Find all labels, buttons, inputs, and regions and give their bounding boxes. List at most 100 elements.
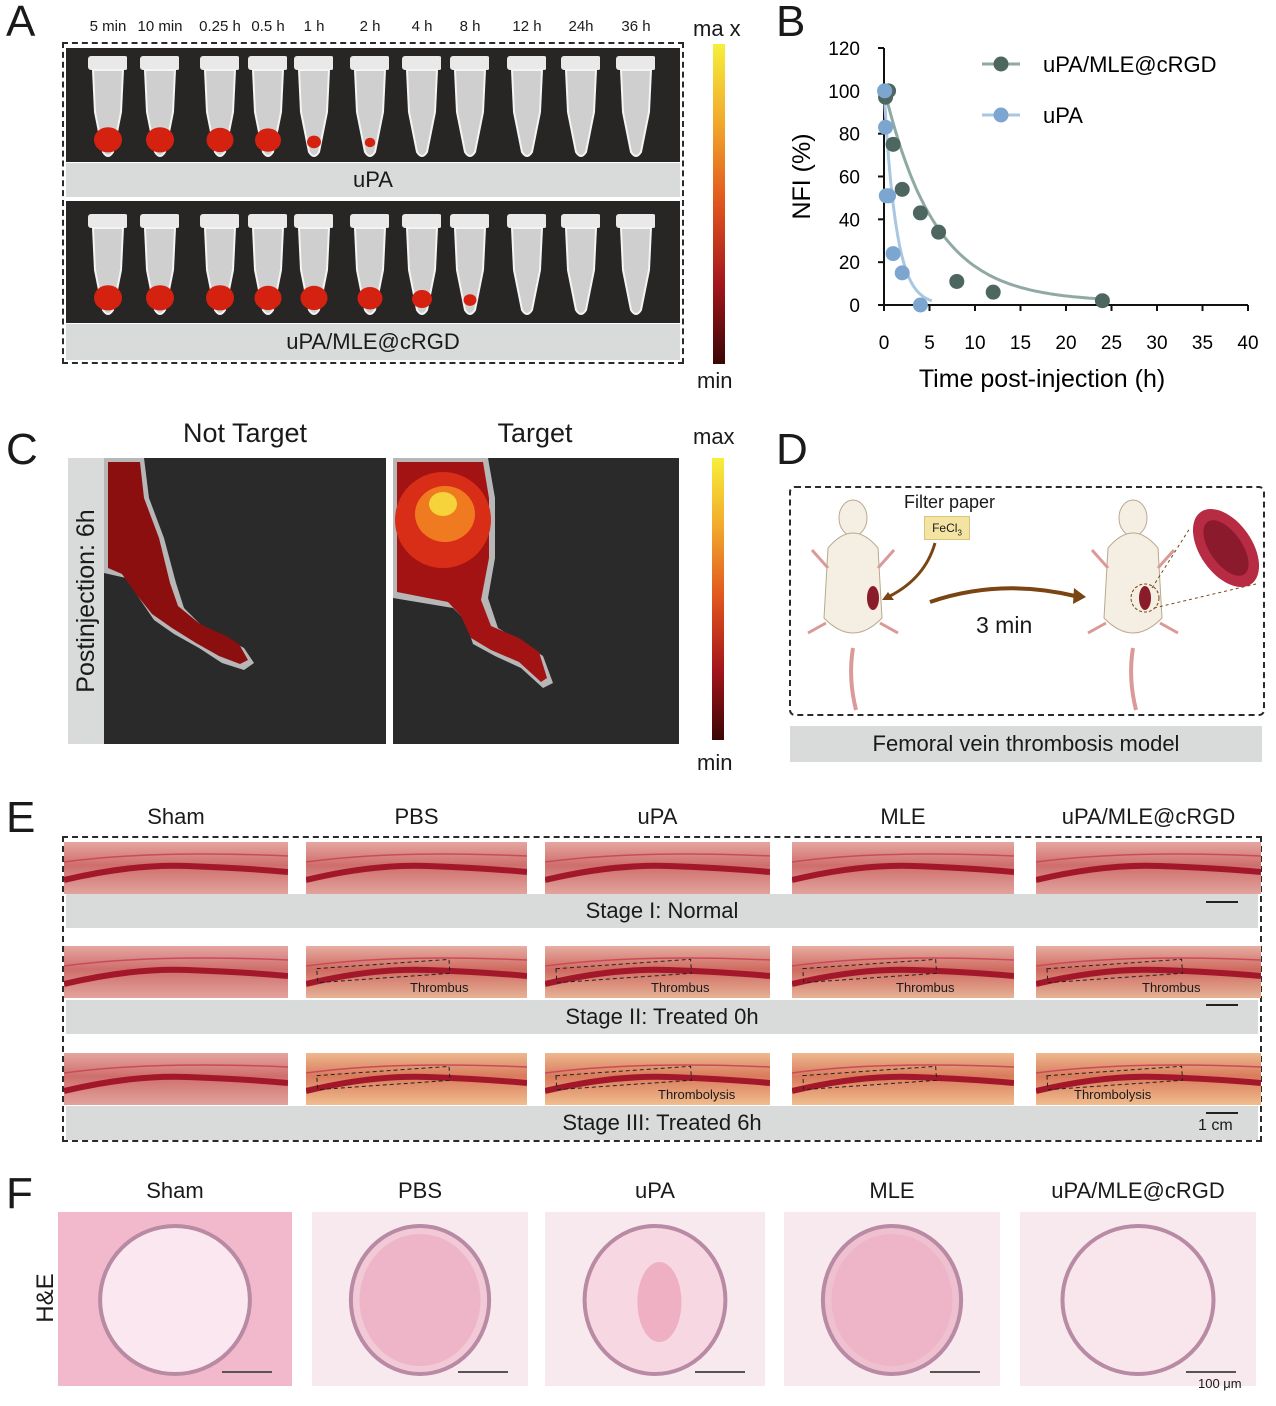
x-tick-label: 0: [879, 333, 890, 354]
panel-label-b: B: [776, 0, 806, 46]
vein-column-title: PBS: [394, 804, 439, 829]
signal-spot: [463, 294, 477, 306]
data-point: [985, 284, 1001, 300]
signal-spot: [206, 285, 234, 311]
y-tick-label: 80: [839, 125, 860, 146]
tube: [561, 56, 600, 157]
timepoint-label: 5 min: [89, 18, 127, 35]
postinjection-label: Postinjection: 6h: [72, 509, 100, 693]
tube: [450, 214, 489, 315]
tube: [294, 56, 333, 157]
panel-label-f: F: [6, 1169, 33, 1218]
he-column-title: Sham: [146, 1178, 204, 1203]
timepoint-label: 8 h: [459, 18, 481, 35]
timepoint-label: 12 h: [512, 18, 542, 35]
vein-photo: [306, 842, 527, 894]
vein-column-title: uPA/MLE@cRGD: [1061, 804, 1236, 829]
tube: [248, 56, 287, 157]
y-axis-label: NFI (%): [788, 133, 816, 219]
colorbar-a: [713, 44, 725, 364]
tube: [200, 214, 239, 315]
tube: [200, 56, 239, 157]
signal-spot: [307, 135, 321, 149]
signal-spot: [206, 127, 234, 153]
scale-1cm: 1 cm: [1198, 1117, 1233, 1134]
x-tick-label: 40: [1237, 333, 1258, 354]
he-section: [1020, 1212, 1256, 1386]
timepoint-label: 24h: [568, 18, 594, 35]
time-3min: 3 min: [976, 612, 1033, 638]
stage2-label: Stage II: Treated 0h: [66, 1000, 1258, 1034]
vein-photo: Thrombus: [545, 946, 770, 998]
vein-photo: Thrombus: [792, 946, 1014, 998]
he-section: [312, 1212, 528, 1386]
mouse-right: [1087, 499, 1179, 711]
data-point: [931, 224, 947, 240]
he-column-title: MLE: [869, 1178, 915, 1203]
timepoint-label: 0.25 h: [199, 18, 241, 35]
tube: [248, 214, 287, 315]
data-point: [894, 265, 910, 281]
tube: [561, 214, 600, 315]
fecl3-paper: FeCl3: [924, 516, 970, 540]
colorbar-c-max: max: [693, 424, 735, 449]
vein-photo: [64, 946, 288, 998]
data-point: [912, 205, 928, 221]
legend-label: uPA/MLE@cRGD: [1043, 52, 1217, 77]
x-tick-label: 10: [964, 333, 985, 354]
scale-bar-stage3: [1206, 1112, 1238, 1114]
legend-marker: [993, 56, 1009, 72]
he-column-title: uPA: [635, 1178, 675, 1203]
signal-spot: [300, 285, 328, 311]
tube: [507, 214, 546, 315]
tube: [450, 56, 489, 157]
stage1-label: Stage I: Normal: [66, 894, 1258, 928]
vein-photo: Thrombolysis: [545, 1053, 770, 1105]
signal-spot: [94, 285, 122, 311]
tube: [140, 56, 179, 157]
fit-curve: [882, 87, 1103, 301]
target-title: Target: [497, 418, 573, 448]
vein-photo: [306, 1053, 527, 1105]
timepoint-label: 1 h: [303, 18, 325, 35]
x-tick-label: 5: [924, 333, 935, 354]
vein-photo: [64, 842, 288, 894]
stage3-label: Stage III: Treated 6h: [66, 1106, 1258, 1140]
vein-column-title: Sham: [147, 804, 205, 829]
panel-label-d: D: [776, 425, 808, 474]
vein-photo: [792, 1053, 1014, 1105]
y-tick-label: 0: [849, 296, 860, 317]
not-target-image: [104, 458, 386, 744]
signal-spot: [357, 287, 383, 310]
tube: [402, 214, 441, 315]
signal-spot: [146, 285, 174, 311]
signal-spot: [364, 137, 376, 148]
y-tick-label: 40: [839, 210, 860, 231]
thrombus-annotation: Thrombus: [896, 980, 955, 995]
colorbar-c: [712, 458, 724, 740]
data-point: [949, 273, 965, 289]
thrombus-annotation: Thrombus: [651, 980, 710, 995]
y-tick-label: 60: [839, 168, 860, 189]
upa-row-label: uPA: [66, 163, 680, 197]
scale-100um: 100 μm: [1198, 1376, 1242, 1391]
data-point: [894, 181, 910, 197]
he-section: [58, 1212, 292, 1386]
data-point: [885, 246, 901, 262]
he-label: H&E: [32, 1273, 59, 1323]
he-column-title: uPA/MLE@cRGD: [1051, 1178, 1225, 1203]
vein-photo: [545, 842, 770, 894]
legend-marker: [993, 107, 1009, 123]
thrombus-annotation: Thrombus: [1142, 980, 1201, 995]
mouse-model-diagram: [807, 499, 1260, 711]
filter-paper-label: Filter paper: [904, 492, 996, 512]
colorbar-a-max: ma x: [693, 16, 741, 41]
mle-row-label: uPA/MLE@cRGD: [66, 324, 680, 360]
data-point: [885, 136, 901, 152]
panel-e-frame: [62, 836, 1262, 1142]
data-point: [877, 83, 893, 99]
timepoint-label: 0.5 h: [251, 18, 285, 35]
data-point: [881, 188, 897, 204]
timepoint-label: 36 h: [621, 18, 651, 35]
data-point: [878, 119, 894, 135]
